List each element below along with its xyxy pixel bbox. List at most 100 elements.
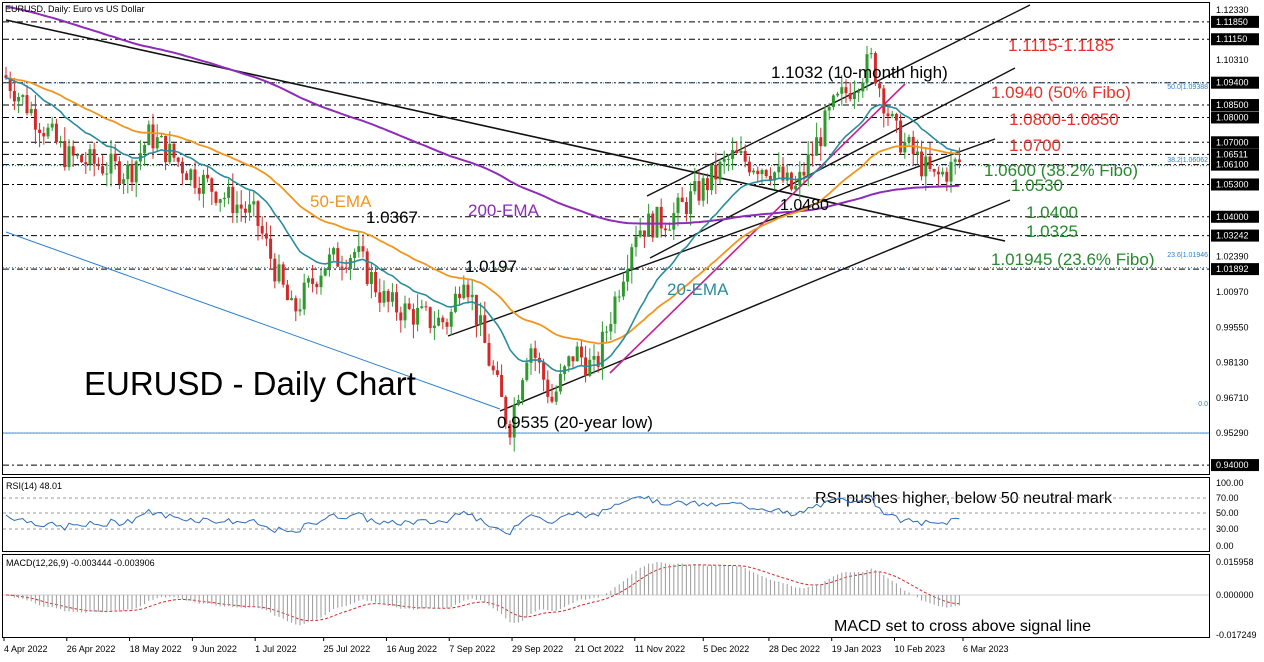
candle-body bbox=[848, 93, 852, 100]
date-label: 21 Oct 2022 bbox=[575, 644, 624, 654]
candle-body bbox=[432, 325, 436, 328]
candle-body bbox=[63, 140, 67, 168]
candle-body bbox=[638, 230, 642, 237]
candle-body bbox=[218, 199, 222, 203]
candle-body bbox=[920, 151, 924, 177]
candle-body bbox=[437, 317, 441, 326]
candle-body bbox=[764, 170, 768, 177]
price-tag bbox=[1211, 459, 1259, 472]
candle-body bbox=[609, 323, 613, 332]
candle-body bbox=[390, 292, 394, 302]
candle-body bbox=[96, 163, 100, 167]
candle-body bbox=[718, 161, 722, 180]
candle-body bbox=[273, 258, 277, 282]
fibo-label-50: 50.0|1.09388 bbox=[1167, 84, 1208, 91]
candle-body bbox=[789, 172, 793, 190]
candle-body bbox=[495, 370, 499, 375]
candle-body bbox=[907, 136, 911, 143]
price-tick-label: 0.98130 bbox=[1216, 358, 1249, 368]
candle-body bbox=[470, 294, 474, 298]
candle-body bbox=[315, 283, 319, 288]
candle-body bbox=[298, 309, 302, 312]
candle-body bbox=[743, 151, 747, 162]
candle-body bbox=[4, 75, 8, 79]
candle-body bbox=[306, 278, 310, 283]
date-label: 28 Dec 2022 bbox=[769, 644, 820, 654]
candle-body bbox=[474, 294, 478, 325]
candle-body bbox=[605, 331, 609, 333]
candle-body bbox=[777, 166, 781, 173]
price-tick-label: 1.00970 bbox=[1216, 287, 1249, 297]
annotation-ema50: 50-EMA bbox=[310, 192, 372, 211]
candle-body bbox=[210, 178, 214, 192]
candle-body bbox=[483, 315, 487, 343]
annotation-10480: 1.0480 bbox=[780, 197, 829, 214]
candle-body bbox=[80, 155, 84, 163]
annotation-low: 0.9535 (20-year low) bbox=[497, 413, 653, 432]
price-tag bbox=[1211, 263, 1259, 276]
price-tick-label: 0.94000 bbox=[1216, 460, 1249, 470]
candle-body bbox=[655, 206, 659, 238]
candle-body bbox=[819, 137, 823, 147]
candle-body bbox=[554, 391, 558, 402]
candle-body bbox=[810, 154, 814, 156]
annotation-ema20: 20-EMA bbox=[667, 280, 729, 299]
rsi-tick-100: 100.00 bbox=[1216, 478, 1244, 488]
candle-body bbox=[17, 96, 21, 102]
candle-body bbox=[693, 181, 697, 192]
candle-body bbox=[621, 281, 625, 297]
candle-body bbox=[361, 246, 365, 252]
price-tick-label: 1.05300 bbox=[1216, 179, 1249, 189]
candle-body bbox=[596, 356, 600, 367]
price-tick-label: 1.11850 bbox=[1216, 17, 1248, 27]
candle-body bbox=[201, 174, 205, 194]
candle-body bbox=[357, 246, 361, 252]
candle-body bbox=[294, 298, 298, 312]
candle-body bbox=[516, 399, 520, 406]
price-tick-label: 0.99550 bbox=[1216, 322, 1249, 332]
ema50-line bbox=[5, 77, 960, 345]
candle-body bbox=[794, 185, 798, 190]
level-label-7: 1.0400 bbox=[1026, 203, 1078, 222]
candle-body bbox=[487, 342, 491, 366]
candle-body bbox=[941, 171, 945, 175]
candle-body bbox=[71, 146, 75, 156]
macd-tick-top: 0.015958 bbox=[1216, 557, 1254, 567]
candle-body bbox=[84, 162, 88, 165]
candle-body bbox=[46, 127, 50, 137]
candle-body bbox=[151, 124, 155, 149]
macd-note: MACD set to cross above signal line bbox=[834, 618, 1091, 635]
candle-body bbox=[130, 164, 134, 183]
candle-body bbox=[697, 181, 701, 201]
price-tick-label: 1.08000 bbox=[1216, 112, 1249, 122]
candle-body bbox=[873, 53, 877, 84]
date-label: 7 Sep 2022 bbox=[449, 644, 495, 654]
rsi-tick-30: 30.00 bbox=[1216, 524, 1239, 534]
macd-tick-zero: 0.000000 bbox=[1216, 590, 1254, 600]
price-tick-label: 0.95290 bbox=[1216, 428, 1249, 438]
candle-body bbox=[890, 113, 894, 117]
price-tag bbox=[1211, 99, 1259, 112]
candle-body bbox=[248, 204, 252, 213]
candle-body bbox=[38, 129, 42, 134]
candle-body bbox=[546, 379, 550, 397]
price-tick-label: 1.01892 bbox=[1216, 264, 1249, 274]
candle-body bbox=[785, 172, 789, 181]
date-label: 18 May 2022 bbox=[130, 644, 182, 654]
candle-body bbox=[403, 303, 407, 321]
candle-body bbox=[752, 170, 756, 173]
candle-body bbox=[59, 140, 63, 143]
candle-body bbox=[416, 307, 420, 325]
rsi-indicator bbox=[3, 495, 1209, 536]
channel-mid-line-1 bbox=[447, 138, 996, 337]
candle-body bbox=[411, 309, 415, 325]
price-tag bbox=[1211, 148, 1259, 161]
price-tick-label: 0.96710 bbox=[1216, 393, 1249, 403]
candle-body bbox=[164, 135, 168, 163]
candle-body bbox=[424, 306, 428, 308]
price-tag bbox=[1211, 111, 1259, 124]
candle-body bbox=[126, 164, 130, 180]
candle-body bbox=[915, 151, 919, 155]
candle-body bbox=[382, 290, 386, 303]
candle-body bbox=[756, 170, 760, 175]
